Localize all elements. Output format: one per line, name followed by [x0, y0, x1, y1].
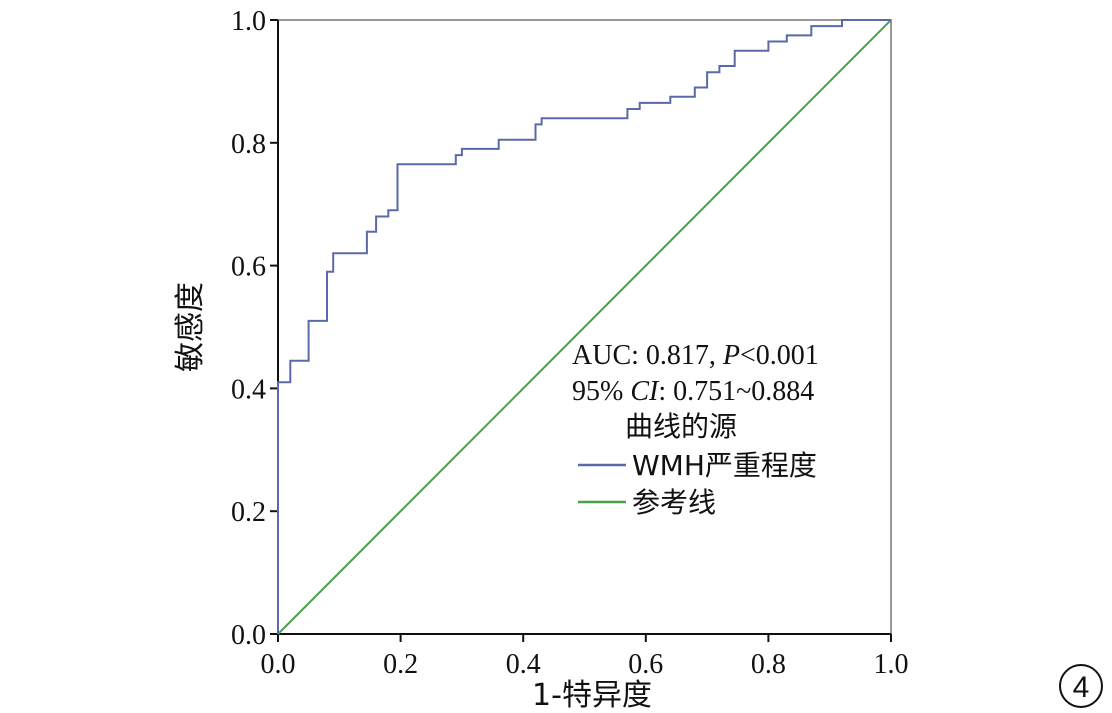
y-tick-label: 0.2: [231, 497, 266, 528]
ci-annotation: 95% CI: 0.751~0.884: [572, 376, 814, 407]
x-axis-title: 1-特异度: [532, 678, 652, 713]
ci-prefix: 95%: [572, 376, 630, 407]
x-tick-label: 0.0: [261, 649, 296, 680]
p-symbol: P: [722, 340, 740, 371]
legend-title: 曲线的源: [625, 410, 737, 443]
x-tick-label: 0.4: [506, 649, 541, 680]
panel-label-circle: [1059, 664, 1103, 708]
x-tick-label: 0.2: [383, 649, 418, 680]
x-tick-label: 0.6: [628, 649, 663, 680]
y-tick-label: 0.4: [231, 374, 266, 405]
x-axis: 0.0 0.2 0.4 0.6 0.8 1.0: [261, 634, 909, 680]
y-axis-title: 敏感度: [173, 282, 208, 372]
x-tick-label: 0.8: [751, 649, 786, 680]
y-tick-label: 1.0: [231, 6, 266, 37]
legend-label-roc: WMH严重程度: [632, 449, 817, 482]
roc-curve: [277, 19, 891, 634]
ci-value: : 0.751~0.884: [658, 376, 814, 407]
ci-symbol: CI: [630, 376, 660, 407]
panel-label: 4: [1073, 671, 1090, 704]
legend-label-reference: 参考线: [632, 486, 716, 519]
y-tick-label: 0.0: [231, 620, 266, 651]
auc-annotation: AUC: 0.817, P<0.001: [572, 340, 819, 371]
auc-prefix: AUC: 0.817,: [572, 340, 723, 371]
reference-line: [277, 19, 892, 635]
y-tick-label: 0.6: [231, 252, 266, 283]
y-tick-label: 0.8: [231, 129, 266, 160]
x-tick-label: 1.0: [874, 649, 909, 680]
y-axis: 0.0 0.2 0.4 0.6 0.8 1.0: [231, 6, 278, 651]
p-value: <0.001: [740, 340, 819, 371]
